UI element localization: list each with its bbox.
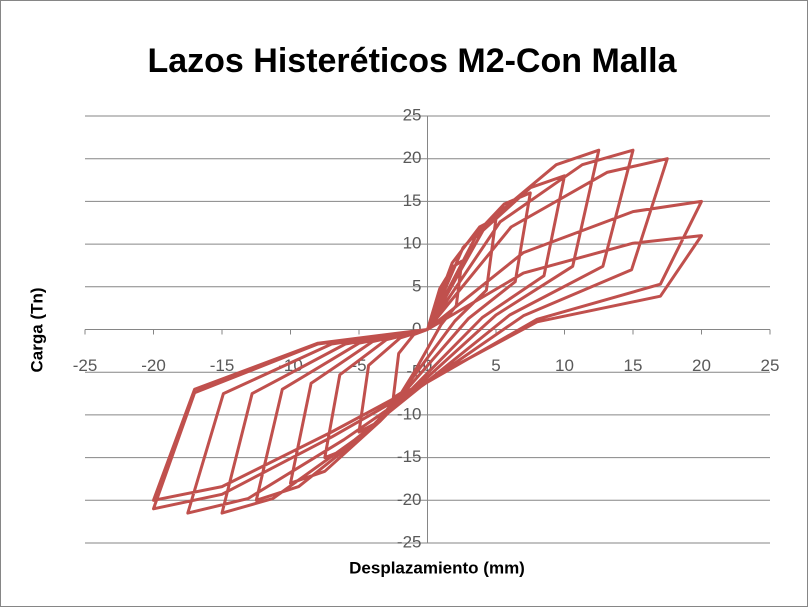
y-tick-label: -15 — [397, 447, 422, 466]
x-tick-label: -25 — [73, 356, 98, 375]
x-tick-label: -20 — [141, 356, 166, 375]
y-tick-label: 20 — [403, 148, 422, 167]
y-tick-label: 5 — [412, 276, 421, 295]
y-tick-label: -10 — [397, 404, 422, 423]
chart-title: Lazos Histeréticos M2-Con Malla — [147, 42, 677, 80]
x-axis-label: Desplazamiento (mm) — [349, 558, 525, 577]
y-tick-label: 0 — [412, 319, 421, 338]
y-tick-label: 25 — [403, 105, 422, 124]
x-tick-label: 5 — [491, 356, 500, 375]
y-tick-label: 15 — [403, 191, 422, 210]
y-axis-label: Carga (Tn) — [27, 288, 46, 373]
x-tick-label: 15 — [624, 356, 643, 375]
x-tick-label: -5 — [351, 356, 366, 375]
y-tick-label: -25 — [397, 532, 422, 551]
y-tick-label: 10 — [403, 234, 422, 253]
x-tick-label: 20 — [692, 356, 711, 375]
x-tick-label: -15 — [210, 356, 235, 375]
x-tick-label: 25 — [761, 356, 780, 375]
x-tick-label: 10 — [555, 356, 574, 375]
data-line — [152, 148, 703, 515]
y-tick-label: -20 — [397, 490, 422, 509]
